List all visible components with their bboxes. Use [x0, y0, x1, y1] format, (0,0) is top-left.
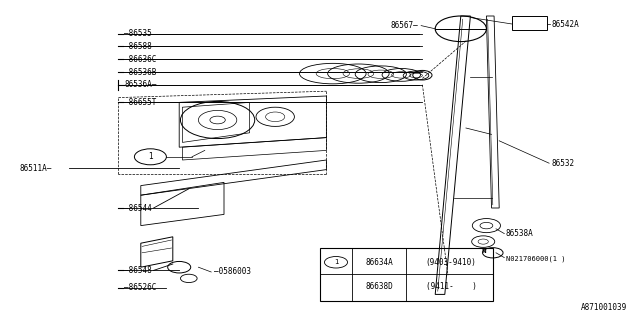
Text: —86526C: —86526C: [124, 284, 156, 292]
Text: —0586003: —0586003: [214, 268, 252, 276]
Text: 86538A: 86538A: [506, 229, 533, 238]
Text: N021706000(1 ): N021706000(1 ): [506, 256, 565, 262]
Text: 86542A: 86542A: [552, 20, 579, 28]
Text: 86567—: 86567—: [390, 21, 418, 30]
Text: 86634A: 86634A: [365, 258, 393, 267]
Text: —86588: —86588: [124, 42, 151, 51]
Text: 1: 1: [148, 152, 153, 161]
Bar: [512, 16, 547, 30]
Text: —86655T: —86655T: [124, 98, 156, 107]
Text: N: N: [482, 249, 486, 254]
Text: A871001039: A871001039: [581, 303, 627, 312]
Text: 86638D: 86638D: [365, 282, 393, 291]
Text: (9411-    ): (9411- ): [426, 282, 477, 291]
Bar: [320, 248, 493, 301]
Text: 86532: 86532: [552, 159, 575, 168]
Text: —86636C: —86636C: [124, 55, 156, 64]
Text: 86536A—: 86536A—: [125, 80, 157, 89]
Text: —86544: —86544: [124, 204, 151, 212]
Text: —86535: —86535: [124, 29, 151, 38]
Text: —86536B: —86536B: [124, 68, 156, 76]
Text: 1: 1: [333, 259, 339, 265]
Text: (9403-9410): (9403-9410): [426, 258, 477, 267]
Text: 86511A—: 86511A—: [19, 164, 52, 172]
Text: —86548: —86548: [124, 266, 151, 275]
